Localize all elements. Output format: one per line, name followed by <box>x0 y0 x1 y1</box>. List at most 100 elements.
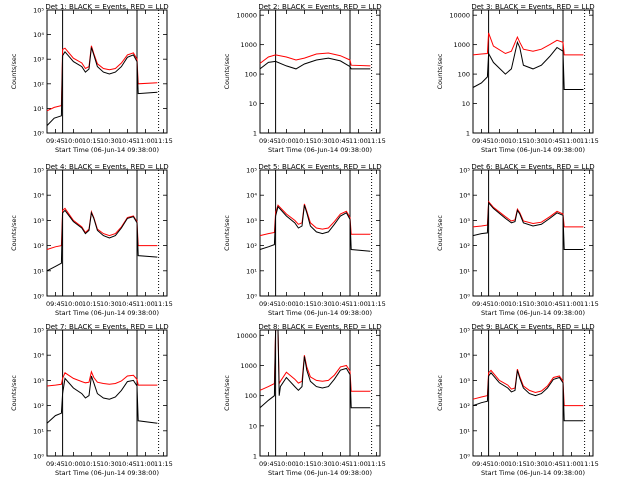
panel-title: Det 6: BLACK = Events, RED = LLD <box>471 163 594 171</box>
panel-det-9: Det 9: BLACK = Events, RED = LLD 10⁰ 10¹ 10… <box>436 323 599 477</box>
panel-title: Det 4: BLACK = Events, RED = LLD <box>45 163 168 171</box>
x-tick-label: 10:30 <box>313 300 332 308</box>
x-tick-label: 10:00 <box>490 137 509 145</box>
plot-frame <box>46 169 168 297</box>
y-tick-label: 10⁵ <box>33 167 44 175</box>
x-tick-label: 10:15 <box>82 300 101 308</box>
y-tick-label: 10¹ <box>33 105 44 113</box>
events-series-line <box>46 47 158 126</box>
y-tick-label: 10⁵ <box>33 7 44 15</box>
x-tick-label: 11:00 <box>562 460 581 468</box>
y-axis-label: Counts/sec <box>436 215 444 251</box>
x-tick-label: 11:15 <box>154 300 173 308</box>
x-tick-label: 10:30 <box>100 460 119 468</box>
x-axis-label: Start Time (06-Jun-14 09:38:00) <box>481 146 585 154</box>
y-tick-label: 10³ <box>33 56 44 64</box>
x-tick-label: 10:30 <box>526 460 545 468</box>
x-tick-label: 11:15 <box>367 460 386 468</box>
x-axis-label: Start Time (06-Jun-14 09:38:00) <box>268 309 372 317</box>
x-tick-label: 10:00 <box>490 300 509 308</box>
y-tick-label: 10000 <box>236 12 257 20</box>
y-tick-label: 10³ <box>33 377 44 385</box>
y-tick-label: 10000 <box>236 332 257 340</box>
y-tick-label: 10⁴ <box>33 352 44 360</box>
y-axis-label: Counts/sec <box>223 53 231 89</box>
events-series-line <box>46 375 158 424</box>
x-tick-label: 10:45 <box>331 137 350 145</box>
y-tick-label: 100 <box>245 71 257 79</box>
x-tick-label: 10:00 <box>277 300 296 308</box>
panel-det-7: Det 7: BLACK = Events, RED = LLD 10⁰ 10¹ 10… <box>10 323 173 477</box>
x-tick-label: 09:45 <box>46 460 65 468</box>
x-tick-label: 11:00 <box>349 460 368 468</box>
panel-det-8: Det 8: BLACK = Events, RED = LLD 1 10 100 10… <box>223 323 386 477</box>
y-tick-label: 1000 <box>240 41 257 49</box>
x-tick-label: 10:45 <box>331 460 350 468</box>
y-tick-label: 100 <box>245 392 257 400</box>
lld-series-line <box>259 329 371 392</box>
plot-frame <box>472 329 594 457</box>
x-axis-label: Start Time (06-Jun-14 09:38:00) <box>55 469 159 477</box>
panel-det-3: Det 3: BLACK = Events, RED = LLD 1 10 100 10… <box>436 3 599 154</box>
x-tick-label: 10:15 <box>295 460 314 468</box>
y-tick-label: 10¹ <box>33 267 44 275</box>
x-tick-label: 11:15 <box>580 137 599 145</box>
panel-title: Det 3: BLACK = Events, RED = LLD <box>471 3 594 11</box>
x-tick-label: 10:45 <box>118 460 137 468</box>
x-tick-label: 10:00 <box>64 137 83 145</box>
x-tick-label: 11:15 <box>580 300 599 308</box>
x-tick-label: 11:15 <box>367 300 386 308</box>
y-tick-label: 10¹ <box>459 267 470 275</box>
y-axis-label: Counts/sec <box>223 375 231 411</box>
y-axis-label: Counts/sec <box>436 53 444 89</box>
plot-frame <box>472 169 594 297</box>
y-tick-label: 10² <box>33 242 44 250</box>
y-tick-label: 10² <box>246 242 257 250</box>
x-tick-label: 10:30 <box>100 300 119 308</box>
x-tick-label: 10:15 <box>82 137 101 145</box>
y-tick-label: 1 <box>466 130 470 138</box>
x-axis-label: Start Time (06-Jun-14 09:38:00) <box>481 469 585 477</box>
x-tick-label: 10:30 <box>313 460 332 468</box>
panel-det-5: Det 5: BLACK = Events, RED = LLD 10⁰ 10¹ 10… <box>223 163 386 317</box>
y-tick-label: 10⁰ <box>246 293 257 301</box>
panel-det-2: Det 2: BLACK = Events, RED = LLD 1 10 100 10… <box>223 3 386 154</box>
y-tick-label: 10² <box>33 80 44 88</box>
events-series-line <box>259 329 371 409</box>
panel-title: Det 7: BLACK = Events, RED = LLD <box>45 323 168 331</box>
x-axis-label: Start Time (06-Jun-14 09:38:00) <box>55 309 159 317</box>
x-axis-label: Start Time (06-Jun-14 09:38:00) <box>481 309 585 317</box>
y-axis-label: Counts/sec <box>436 375 444 411</box>
x-tick-label: 10:15 <box>508 300 527 308</box>
y-tick-label: 10000 <box>449 12 470 20</box>
x-tick-label: 10:15 <box>82 460 101 468</box>
x-tick-label: 09:45 <box>46 300 65 308</box>
x-tick-label: 11:00 <box>562 137 581 145</box>
x-tick-label: 09:45 <box>259 137 278 145</box>
plot-frame <box>259 329 381 457</box>
x-tick-label: 11:00 <box>562 300 581 308</box>
panel-title: Det 8: BLACK = Events, RED = LLD <box>258 323 381 331</box>
x-tick-label: 10:00 <box>490 460 509 468</box>
x-tick-label: 10:15 <box>295 137 314 145</box>
x-tick-label: 11:15 <box>154 460 173 468</box>
panel-det-1: Det 1: BLACK = Events, RED = LLD 10⁰ 10¹ 10… <box>10 3 173 154</box>
x-axis-label: Start Time (06-Jun-14 09:38:00) <box>268 146 372 154</box>
events-series-line <box>259 205 371 252</box>
panel-title: Det 1: BLACK = Events, RED = LLD <box>45 3 168 11</box>
y-tick-label: 10 <box>249 100 257 108</box>
x-tick-label: 10:00 <box>277 137 296 145</box>
x-axis-label: Start Time (06-Jun-14 09:38:00) <box>268 469 372 477</box>
x-tick-label: 11:00 <box>136 137 155 145</box>
x-tick-label: 11:15 <box>154 137 173 145</box>
y-tick-label: 10¹ <box>459 427 470 435</box>
panel-det-4: Det 4: BLACK = Events, RED = LLD 10⁰ 10¹ 10… <box>10 163 173 317</box>
lld-series-line <box>46 370 158 387</box>
lld-series-line <box>46 45 158 112</box>
x-tick-label: 09:45 <box>472 137 491 145</box>
y-tick-label: 10³ <box>246 217 257 225</box>
x-tick-label: 10:00 <box>277 460 296 468</box>
y-tick-label: 10⁰ <box>459 453 470 461</box>
